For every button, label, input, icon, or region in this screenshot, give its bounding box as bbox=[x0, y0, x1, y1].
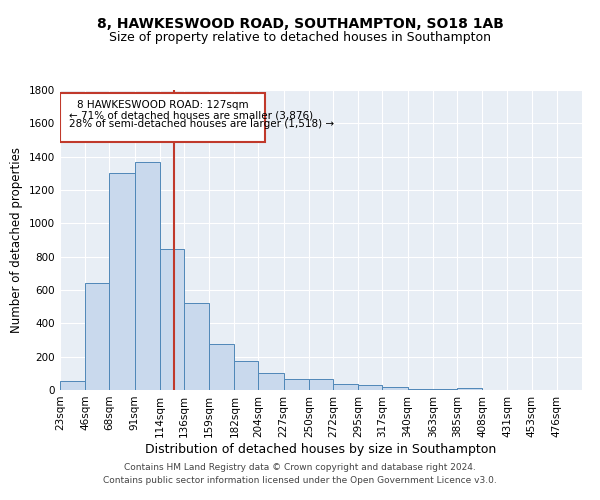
X-axis label: Distribution of detached houses by size in Southampton: Distribution of detached houses by size … bbox=[145, 442, 497, 456]
Bar bbox=[382, 387, 407, 390]
Bar bbox=[457, 388, 482, 390]
Text: 8, HAWKESWOOD ROAD, SOUTHAMPTON, SO18 1AB: 8, HAWKESWOOD ROAD, SOUTHAMPTON, SO18 1A… bbox=[97, 18, 503, 32]
Bar bbox=[109, 174, 134, 390]
Bar bbox=[407, 389, 433, 390]
Bar bbox=[358, 384, 382, 390]
Text: Size of property relative to detached houses in Southampton: Size of property relative to detached ho… bbox=[109, 31, 491, 44]
Bar bbox=[284, 379, 309, 390]
Bar bbox=[309, 379, 333, 390]
Text: ← 71% of detached houses are smaller (3,876): ← 71% of detached houses are smaller (3,… bbox=[69, 110, 313, 120]
Bar bbox=[333, 384, 358, 390]
Bar bbox=[85, 282, 109, 390]
Y-axis label: Number of detached properties: Number of detached properties bbox=[10, 147, 23, 333]
Bar bbox=[259, 372, 284, 390]
Bar bbox=[433, 389, 457, 390]
Text: 28% of semi-detached houses are larger (1,518) →: 28% of semi-detached houses are larger (… bbox=[69, 119, 334, 129]
Bar bbox=[184, 302, 209, 390]
Bar bbox=[134, 162, 160, 390]
Bar bbox=[160, 249, 184, 390]
Bar bbox=[209, 344, 235, 390]
Text: 8 HAWKESWOOD ROAD: 127sqm: 8 HAWKESWOOD ROAD: 127sqm bbox=[77, 100, 248, 110]
Bar bbox=[235, 361, 259, 390]
Text: Contains HM Land Registry data © Crown copyright and database right 2024.: Contains HM Land Registry data © Crown c… bbox=[124, 464, 476, 472]
Bar bbox=[60, 94, 265, 142]
Bar bbox=[60, 381, 85, 390]
Text: Contains public sector information licensed under the Open Government Licence v3: Contains public sector information licen… bbox=[103, 476, 497, 485]
